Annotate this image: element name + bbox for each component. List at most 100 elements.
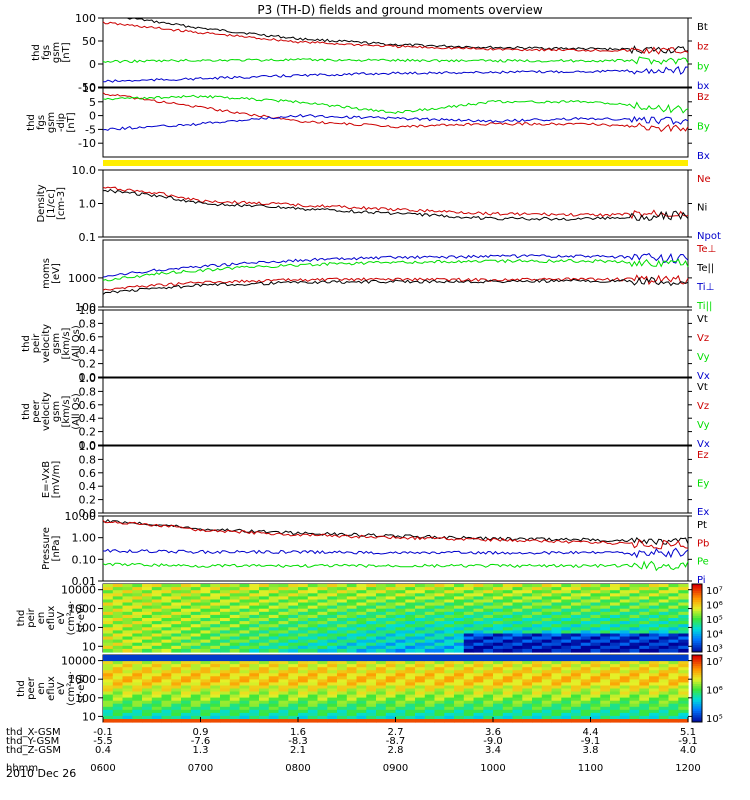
- heatmap-cell: [551, 627, 562, 631]
- heatmap-cell: [268, 697, 280, 702]
- heatmap-cell: [580, 621, 592, 625]
- heatmap-cell: [434, 627, 445, 631]
- heatmap-cell: [551, 645, 562, 650]
- heatmap-cell: [619, 682, 631, 686]
- heatmap-cell: [132, 621, 143, 625]
- heatmap-cell: [112, 685, 124, 690]
- heatmap-cell: [444, 697, 455, 702]
- heatmap-cell: [161, 630, 172, 635]
- heatmap-cell: [307, 614, 319, 619]
- heatmap-cell: [463, 636, 475, 641]
- heatmap-cell: [288, 584, 299, 588]
- heatmap-cell: [512, 655, 523, 659]
- heatmap-cell: [181, 621, 192, 625]
- heatmap-cell: [190, 642, 202, 647]
- heatmap-cell: [551, 670, 562, 674]
- heatmap-cell: [278, 611, 289, 616]
- x-tick-label: 1000: [480, 763, 505, 774]
- heatmap-cell: [610, 593, 621, 597]
- colorbar-cell: [692, 604, 702, 608]
- heatmap-cell: [376, 658, 387, 662]
- heatmap-cell: [181, 676, 192, 680]
- heatmap-cell: [434, 655, 445, 659]
- heatmap-cell: [561, 706, 572, 711]
- heatmap-cell: [337, 658, 348, 662]
- heatmap-cell: [142, 618, 153, 622]
- series-line-bz: [102, 92, 689, 133]
- heatmap-cell: [415, 642, 426, 647]
- heatmap-cell: [405, 593, 416, 597]
- heatmap-cell: [678, 630, 689, 635]
- heatmap-cell: [239, 642, 250, 647]
- heatmap-cell: [366, 639, 377, 644]
- heatmap-cell: [571, 679, 582, 683]
- heatmap-cell: [512, 697, 523, 702]
- heatmap-cell: [502, 584, 514, 588]
- heatmap-cell: [132, 703, 143, 708]
- heatmap-cell: [142, 602, 153, 607]
- colorbar-cell: [692, 631, 702, 635]
- heatmap-cell: [268, 703, 280, 708]
- heatmap-cell: [103, 688, 114, 693]
- heatmap-cell: [463, 587, 475, 591]
- heatmap-cell: [337, 633, 348, 638]
- heatmap-cell: [678, 700, 689, 705]
- heatmap-cell: [200, 670, 211, 674]
- heatmap-cell: [473, 636, 484, 641]
- y-axis-label: (cm²·s·: [66, 601, 77, 636]
- heatmap-cell: [337, 661, 348, 665]
- heatmap-cell: [376, 614, 387, 619]
- heatmap-cell: [454, 621, 465, 625]
- heatmap-cell: [493, 676, 504, 680]
- heatmap-cell: [502, 621, 514, 625]
- heatmap-cell: [434, 685, 445, 690]
- heatmap-cell: [649, 655, 660, 659]
- heatmap-cell: [678, 642, 689, 647]
- heatmap-cell: [356, 611, 367, 616]
- heatmap-cell: [259, 715, 270, 720]
- heatmap-cell: [639, 688, 650, 693]
- heatmap-cell: [151, 611, 163, 616]
- heatmap-cell: [502, 712, 514, 717]
- y-axis-label: [cm-3]: [56, 187, 67, 220]
- panel-frame: [102, 169, 689, 238]
- heatmap-cell: [161, 593, 172, 597]
- heatmap-cell: [346, 664, 358, 668]
- heatmap-cell: [610, 703, 621, 708]
- heatmap-cell: [161, 614, 172, 619]
- heatmap-cell: [268, 715, 280, 720]
- heatmap-cell: [356, 694, 367, 699]
- heatmap-cell: [541, 712, 553, 717]
- heatmap-cell: [200, 673, 211, 677]
- heatmap-cell: [337, 608, 348, 613]
- heatmap-cell: [512, 694, 523, 699]
- heatmap-cell: [502, 679, 514, 683]
- heatmap-cell: [444, 679, 455, 683]
- heatmap-cell: [268, 664, 280, 668]
- heatmap-cell: [259, 700, 270, 705]
- heatmap-cell: [337, 587, 348, 591]
- heatmap-cell: [298, 624, 309, 628]
- heatmap-cell: [395, 715, 406, 720]
- heatmap-cell: [649, 661, 660, 665]
- heatmap-cell: [210, 587, 221, 591]
- heatmap-cell: [103, 645, 114, 650]
- heatmap-cell: [395, 633, 406, 638]
- heatmap-cell: [561, 608, 572, 613]
- heatmap-cell: [561, 697, 572, 702]
- heatmap-cell: [395, 636, 406, 641]
- heatmap-cell: [249, 624, 260, 628]
- heatmap-cell: [522, 642, 533, 647]
- heatmap-cell: [415, 703, 426, 708]
- heatmap-cell: [161, 587, 172, 591]
- heatmap-cell: [122, 633, 133, 638]
- heatmap-cell: [259, 670, 270, 674]
- heatmap-cell: [278, 655, 289, 659]
- heatmap-cell: [639, 661, 650, 665]
- heatmap-cell: [249, 691, 260, 696]
- heatmap-cell: [229, 627, 241, 631]
- heatmap-cell: [142, 584, 153, 588]
- heatmap-cell: [629, 608, 640, 613]
- heatmap-cell: [405, 691, 416, 696]
